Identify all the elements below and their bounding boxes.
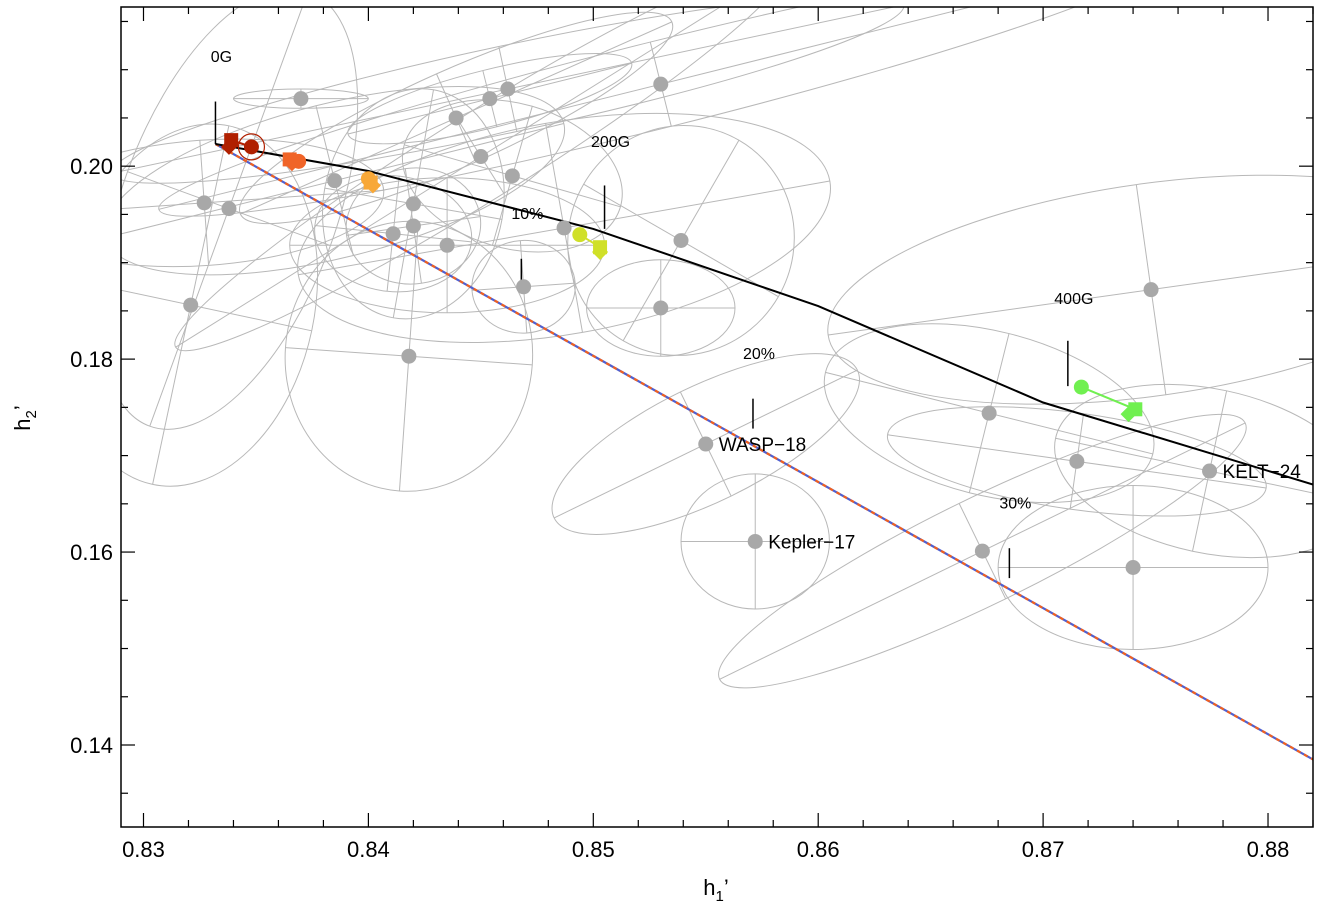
error-ellipse: [238, 11, 674, 225]
x-tick-label: 0.84: [347, 837, 390, 862]
model-square: [1128, 402, 1143, 417]
observed-point: [183, 297, 199, 313]
model-circle: [243, 139, 259, 155]
observed-point: [500, 81, 516, 97]
annotation-label: 10%: [511, 206, 543, 223]
error-ellipse-group: [121, 7, 359, 430]
annotation-label: 0G: [211, 49, 232, 66]
plot-frame: [120, 6, 1314, 828]
x-axis-title-sub: 1: [716, 888, 724, 905]
model-circle: [360, 171, 376, 187]
model-curves: [214, 143, 1313, 761]
star-label: KELT−24: [1223, 462, 1302, 483]
y-tick-label: 0.16: [70, 540, 113, 565]
error-ellipse-group: [158, 7, 1164, 217]
error-ellipse-group: [174, 7, 788, 352]
error-ellipse: [680, 473, 830, 610]
error-ellipse-group: [238, 11, 674, 225]
error-ellipse: [567, 125, 795, 356]
model-circle: [1073, 379, 1089, 395]
observed-point: [981, 405, 997, 421]
observed-point: [1069, 453, 1085, 469]
observed-point: [221, 201, 237, 217]
y-axis-title-prime: ’: [10, 405, 35, 410]
observed-point: [516, 279, 532, 295]
y-axis-title: h2’: [10, 405, 40, 430]
observed-point: [673, 232, 689, 248]
y-axis-title-sub: 2: [23, 410, 40, 418]
observed-point: [405, 196, 421, 212]
y-tick-label: 0.20: [70, 154, 113, 179]
y-tick-label: 0.14: [70, 733, 113, 758]
observed-point: [556, 220, 572, 236]
error-ellipse: [174, 7, 788, 352]
observed-point: [482, 91, 498, 107]
observed-point: [293, 91, 309, 107]
error-ellipse-group: [121, 7, 905, 184]
observed-point: [653, 300, 669, 316]
annotation-label: 20%: [743, 346, 775, 363]
observed-point: [448, 110, 464, 126]
x-tick-label: 0.87: [1022, 837, 1065, 862]
star-label: Kepler−17: [768, 532, 855, 553]
observed-point: [504, 168, 520, 184]
model-circle: [572, 227, 588, 243]
model-square: [593, 240, 608, 255]
x-tick-label: 0.85: [572, 837, 615, 862]
model-circle: [291, 153, 307, 169]
magnetic-field-curve: [215, 143, 1313, 486]
annotation-label: 200G: [591, 134, 630, 151]
observed-point: [1125, 559, 1141, 575]
observed-point: [473, 149, 489, 165]
star-label: WASP−18: [719, 435, 806, 456]
annotations: 0G 200G 400G 10% 20% 30%: [211, 49, 1093, 579]
ellipse-major-axis: [158, 7, 1163, 210]
model-markers: [220, 133, 1143, 423]
observed-point: [401, 348, 417, 364]
observed-point: [385, 226, 401, 242]
observed-point: [653, 76, 669, 92]
x-axis-title: h1’: [703, 875, 728, 905]
gravity-darkening-line-dash: [214, 143, 1313, 761]
x-axis-title-prime: ’: [724, 875, 729, 900]
error-ellipse: [121, 7, 359, 430]
error-ellipse: [158, 7, 1164, 217]
observed-point: [1143, 282, 1159, 298]
error-ellipses: [121, 7, 1313, 689]
observed-point: [196, 195, 212, 211]
observed-point: [439, 237, 455, 253]
observed-points: [183, 76, 1218, 575]
x-tick-label: 0.83: [122, 837, 165, 862]
observed-point: [698, 436, 714, 452]
star-labels: WASP−18 Kepler−17 KELT−24: [719, 435, 1302, 553]
observed-point: [747, 533, 763, 549]
y-tick-label: 0.18: [70, 347, 113, 372]
observed-point: [405, 218, 421, 234]
ellipse-major-axis: [828, 243, 1313, 336]
x-tick-label: 0.86: [797, 837, 840, 862]
axes: 0.83 0.84 0.85 0.86 0.87 0.88 0.14 0.16 0.18 0.20: [70, 6, 1314, 862]
model-ring: [237, 133, 266, 161]
model-square: [224, 133, 239, 148]
observed-point: [974, 543, 990, 559]
annotation-label: 30%: [999, 496, 1031, 513]
model-connector: [1080, 386, 1136, 411]
error-ellipse: [827, 174, 1313, 405]
error-ellipse: [121, 7, 905, 184]
annotation-label: 400G: [1054, 291, 1093, 308]
observed-point: [1202, 463, 1218, 479]
error-ellipse-group: [827, 174, 1313, 405]
x-tick-label: 0.88: [1247, 837, 1290, 862]
observed-point: [327, 173, 343, 189]
